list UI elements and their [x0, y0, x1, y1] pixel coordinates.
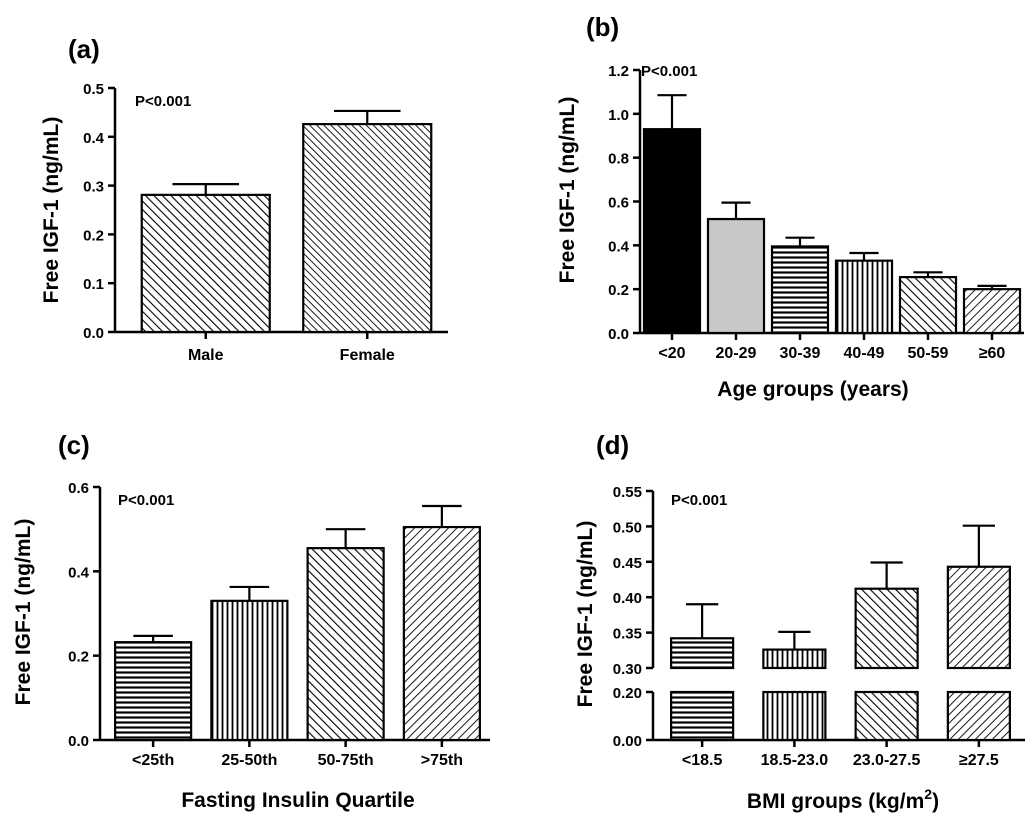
- y-tick-label-0-1: 0.1: [83, 276, 104, 293]
- bar-1-1: [706, 217, 766, 335]
- y-tick-label-1-5: 1.0: [608, 107, 629, 124]
- y-tick-label-0-0: 0.0: [83, 325, 104, 342]
- bar-0-1: [302, 123, 433, 334]
- panel-d-letter: (d): [596, 430, 629, 460]
- panel-a-plot: 0.0 0.1 0.2 0.3 0.4 0.5 Male Female: [83, 81, 448, 364]
- y-tick-label-0-5: 0.5: [83, 81, 104, 98]
- category-label-2-0: <25th: [132, 752, 174, 769]
- bar-3-3-lower: [946, 690, 1011, 742]
- y-tick-label-upper-2: 0.40: [613, 590, 642, 607]
- bar-1-4: [898, 276, 958, 335]
- bar-3-0-lower: [670, 690, 735, 742]
- category-label-3-1: 18.5-23.0: [761, 752, 829, 769]
- category-label-2-1: 25-50th: [221, 752, 277, 769]
- bar-1-2: [770, 245, 830, 335]
- category-label-3-3: ≥27.5: [959, 752, 999, 769]
- chart-panel-c: (c) Free IGF-1 (ng/mL) P<0.001 Fasting I…: [12, 430, 490, 812]
- category-label-0-1: Female: [340, 347, 395, 364]
- y-tick-label-1-6: 1.2: [608, 63, 629, 80]
- panel-d-x-axis-label-end: ): [932, 790, 939, 813]
- panel-a-p-value: P<0.001: [135, 93, 191, 110]
- bar-3-1: [762, 648, 827, 670]
- bar-3-1-lower: [762, 690, 827, 742]
- panel-b-p-value: P<0.001: [641, 63, 697, 80]
- category-label-2-2: 50-75th: [318, 752, 374, 769]
- y-tick-label-1-3: 0.6: [608, 195, 629, 212]
- y-tick-label-2-3: 0.6: [68, 480, 89, 497]
- panel-d-p-value: P<0.001: [671, 492, 727, 509]
- category-label-3-2: 23.0-27.5: [853, 752, 921, 769]
- category-label-1-2: 30-39: [780, 345, 821, 362]
- y-tick-label-lower-1: 0.20: [613, 685, 642, 702]
- y-tick-label-0-4: 0.4: [83, 130, 105, 147]
- y-tick-label-upper-4: 0.50: [613, 519, 642, 536]
- category-label-3-0: <18.5: [682, 752, 723, 769]
- y-tick-label-1-1: 0.2: [608, 282, 629, 299]
- y-tick-label-1-0: 0.0: [608, 326, 629, 343]
- bar-3-2: [854, 587, 919, 670]
- bar-1-5: [962, 288, 1022, 335]
- panel-a-letter: (a): [68, 34, 100, 64]
- y-tick-label-0-2: 0.2: [83, 227, 104, 244]
- y-tick-label-lower-0: 0.00: [613, 733, 642, 750]
- category-label-2-3: >75th: [421, 752, 463, 769]
- panel-c-y-axis-label: Free IGF-1 (ng/mL): [12, 519, 35, 706]
- bar-2-3: [402, 525, 481, 742]
- category-label-1-0: <20: [658, 345, 685, 362]
- category-label-0-0: Male: [188, 347, 224, 364]
- y-tick-label-upper-1: 0.35: [613, 626, 642, 643]
- category-label-1-5: ≥60: [979, 345, 1006, 362]
- y-tick-label-0-3: 0.3: [83, 179, 104, 196]
- panel-a-y-axis-label: Free IGF-1 (ng/mL): [40, 117, 63, 304]
- panel-c-letter: (c): [58, 430, 90, 460]
- y-tick-label-2-2: 0.4: [68, 564, 90, 581]
- bar-3-0: [670, 637, 735, 670]
- panel-b-x-axis-label: Age groups (years): [717, 378, 908, 401]
- category-label-1-1: 20-29: [716, 345, 757, 362]
- bar-3-2-lower: [854, 690, 919, 742]
- y-tick-label-2-0: 0.0: [68, 733, 89, 750]
- bar-1-3: [834, 259, 894, 335]
- y-tick-label-1-4: 0.8: [608, 151, 629, 168]
- bar-2-0: [114, 641, 193, 742]
- chart-panel-d: (d) Free IGF-1 (ng/mL) P<0.001 BMI group…: [574, 430, 1025, 813]
- y-tick-label-upper-5: 0.55: [613, 484, 642, 501]
- panel-d-x-axis-label-sup: 2: [924, 786, 932, 802]
- panel-b-plot: 0.0 0.2 0.4 0.6 0.8 1.0 1.2 <20 20-29 30-39 40-49 5…: [608, 63, 1024, 362]
- panel-c-x-axis-label: Fasting Insulin Quartile: [181, 789, 414, 812]
- y-tick-label-upper-0: 0.30: [613, 661, 642, 678]
- bar-0-0: [140, 193, 271, 334]
- bar-1-0: [642, 128, 702, 335]
- panel-d-y-axis-label: Free IGF-1 (ng/mL): [574, 521, 597, 708]
- panel-c-plot: 0.0 0.2 0.4 0.6 <25th 25-50th 50-75th >75th: [68, 480, 490, 769]
- panel-d-x-axis-label-main: BMI groups (kg/m: [747, 790, 924, 813]
- chart-panel-b: (b) Free IGF-1 (ng/mL) P<0.001 Age group…: [556, 12, 1024, 401]
- category-label-1-4: 50-59: [908, 345, 949, 362]
- panel-d-plot: 0.30 0.35 0.40 0.45 0.50 0.55 0.00 0.20 <18.5 18.…: [613, 484, 1025, 769]
- bar-2-1: [210, 599, 289, 742]
- chart-panel-a: (a) Free IGF-1 (ng/mL) P<0.001 0.0 0.1 0.2…: [40, 34, 448, 364]
- bar-2-2: [306, 547, 385, 742]
- panel-b-letter: (b): [586, 12, 619, 42]
- y-tick-label-1-2: 0.4: [608, 238, 630, 255]
- category-label-1-3: 40-49: [844, 345, 885, 362]
- panel-d-x-axis-label: BMI groups (kg/m2): [747, 786, 939, 813]
- panel-c-p-value: P<0.001: [118, 492, 174, 509]
- y-tick-label-upper-3: 0.45: [613, 555, 642, 572]
- bar-3-3: [946, 565, 1011, 670]
- panel-b-y-axis-label: Free IGF-1 (ng/mL): [556, 97, 579, 284]
- y-tick-label-2-1: 0.2: [68, 649, 89, 666]
